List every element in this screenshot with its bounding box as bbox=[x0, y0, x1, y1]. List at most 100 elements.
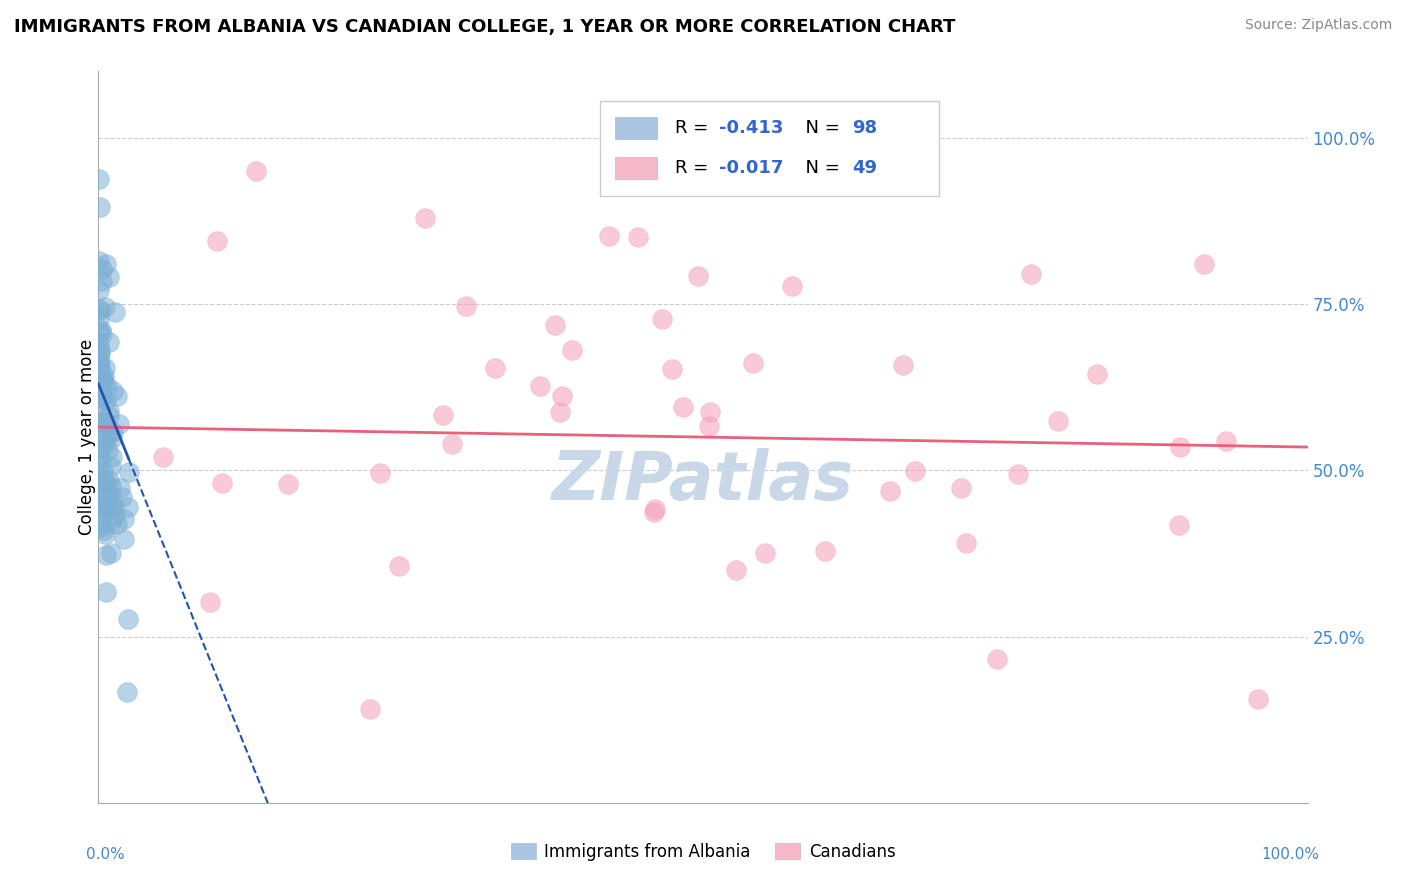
Point bbox=[112, 533, 135, 547]
Point bbox=[90, 387, 112, 401]
Text: ZIPatlas: ZIPatlas bbox=[553, 448, 853, 514]
Point bbox=[782, 279, 804, 293]
Point bbox=[103, 499, 125, 513]
Point bbox=[90, 475, 112, 490]
Point bbox=[97, 442, 120, 457]
Point bbox=[949, 481, 972, 495]
Point bbox=[94, 361, 117, 376]
Point bbox=[277, 477, 299, 491]
Text: 100.0%: 100.0% bbox=[1261, 847, 1320, 862]
Point bbox=[89, 370, 111, 384]
Point bbox=[207, 234, 229, 248]
Point bbox=[1085, 367, 1108, 381]
Point bbox=[105, 389, 128, 403]
Point bbox=[89, 471, 111, 485]
Point bbox=[87, 302, 110, 317]
Point bbox=[94, 584, 117, 599]
Point bbox=[91, 376, 114, 391]
Point bbox=[672, 401, 695, 415]
Point bbox=[699, 404, 721, 418]
Point bbox=[879, 484, 901, 499]
Point bbox=[87, 345, 110, 359]
Point bbox=[111, 490, 134, 504]
Text: IMMIGRANTS FROM ALBANIA VS CANADIAN COLLEGE, 1 YEAR OR MORE CORRELATION CHART: IMMIGRANTS FROM ALBANIA VS CANADIAN COLL… bbox=[14, 18, 956, 36]
Point bbox=[200, 595, 222, 609]
Point bbox=[1168, 518, 1191, 533]
Point bbox=[98, 404, 121, 418]
Point bbox=[118, 465, 141, 479]
Point bbox=[89, 312, 111, 326]
Point bbox=[100, 516, 122, 530]
Point bbox=[90, 516, 112, 530]
Point bbox=[98, 425, 121, 440]
Point bbox=[90, 391, 112, 405]
Legend: Immigrants from Albania, Canadians: Immigrants from Albania, Canadians bbox=[503, 837, 903, 868]
Text: -0.413: -0.413 bbox=[718, 120, 783, 137]
Point bbox=[98, 269, 121, 284]
Point bbox=[101, 450, 124, 465]
Point bbox=[245, 164, 267, 178]
Point bbox=[87, 335, 110, 350]
Point bbox=[93, 475, 115, 490]
Point bbox=[904, 464, 927, 478]
Point bbox=[97, 409, 120, 423]
Point bbox=[108, 481, 131, 495]
Point bbox=[651, 311, 673, 326]
Point bbox=[93, 415, 115, 429]
Point bbox=[90, 372, 112, 386]
Point bbox=[89, 402, 111, 417]
Point bbox=[1046, 414, 1069, 428]
Point bbox=[100, 479, 122, 493]
Point bbox=[87, 254, 110, 268]
Point bbox=[96, 257, 118, 271]
Point bbox=[152, 450, 174, 464]
Point bbox=[89, 385, 111, 400]
Point bbox=[1007, 467, 1029, 482]
Point bbox=[813, 543, 835, 558]
Point bbox=[548, 405, 571, 419]
Point bbox=[697, 419, 720, 434]
Point bbox=[96, 490, 118, 504]
Point bbox=[89, 200, 111, 214]
Point bbox=[644, 502, 666, 516]
Point bbox=[98, 334, 121, 349]
Text: 0.0%: 0.0% bbox=[86, 847, 125, 862]
Point bbox=[544, 318, 567, 333]
Point bbox=[754, 546, 776, 560]
Point bbox=[529, 379, 551, 393]
Point bbox=[104, 304, 127, 318]
Point bbox=[91, 371, 114, 385]
Point bbox=[90, 274, 112, 288]
Point bbox=[87, 358, 110, 372]
Point bbox=[440, 437, 463, 451]
Text: R =: R = bbox=[675, 159, 714, 177]
Point bbox=[87, 458, 110, 472]
Text: N =: N = bbox=[793, 120, 845, 137]
Point bbox=[90, 322, 112, 336]
Point bbox=[1194, 257, 1216, 271]
Point bbox=[96, 378, 118, 392]
Y-axis label: College, 1 year or more: College, 1 year or more bbox=[79, 339, 96, 535]
Point bbox=[91, 372, 114, 386]
Point bbox=[97, 473, 120, 487]
Point bbox=[87, 358, 110, 372]
Point bbox=[986, 652, 1008, 666]
Point bbox=[388, 558, 411, 573]
Point bbox=[89, 353, 111, 368]
Point bbox=[93, 436, 115, 450]
Point bbox=[87, 360, 110, 375]
FancyBboxPatch shape bbox=[614, 118, 657, 139]
Point bbox=[107, 516, 129, 531]
Point bbox=[90, 495, 112, 509]
Point bbox=[891, 358, 914, 372]
Point bbox=[93, 505, 115, 519]
Point bbox=[561, 343, 583, 357]
Point bbox=[89, 498, 111, 512]
Point bbox=[101, 431, 124, 445]
Point bbox=[742, 356, 765, 370]
Point bbox=[89, 519, 111, 533]
Point bbox=[90, 326, 112, 341]
Point bbox=[117, 500, 139, 515]
Point bbox=[115, 685, 138, 699]
Point bbox=[91, 417, 114, 431]
